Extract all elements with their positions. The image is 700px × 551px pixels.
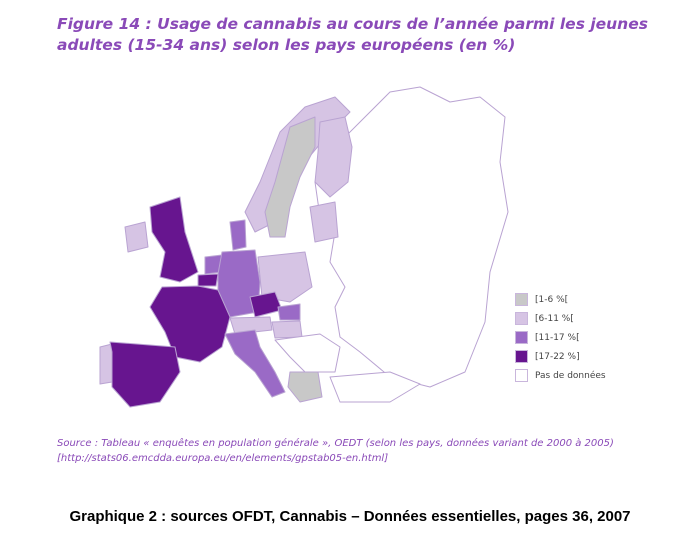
legend-label: [6-11 %[ bbox=[535, 313, 574, 324]
legend-label: [1-6 %[ bbox=[535, 294, 569, 305]
legend-swatch bbox=[515, 293, 528, 306]
map-germany bbox=[217, 249, 261, 318]
legend-item: [17-22 %] bbox=[515, 347, 606, 366]
map-austria bbox=[229, 316, 273, 335]
map-belgium bbox=[197, 273, 219, 287]
map-turkey bbox=[329, 371, 421, 403]
figure-caption: Graphique 2 : sources OFDT, Cannabis – D… bbox=[69, 508, 631, 525]
map-hungary bbox=[271, 320, 303, 339]
map-greece bbox=[287, 371, 323, 403]
legend-item: [6-11 %[ bbox=[515, 309, 606, 328]
legend-item: [1-6 %[ bbox=[515, 290, 606, 309]
map-uk bbox=[149, 196, 199, 283]
map-poland bbox=[257, 251, 313, 303]
map-finland bbox=[314, 116, 353, 198]
map-legend: [1-6 %[ [6-11 %[ [11-17 %[ [17-22 %] Pas… bbox=[515, 290, 606, 385]
europe-map bbox=[99, 86, 509, 408]
map-france bbox=[149, 285, 231, 363]
legend-label: [17-22 %] bbox=[535, 351, 580, 362]
legend-swatch bbox=[515, 331, 528, 344]
map-ireland bbox=[124, 221, 149, 253]
source-note: Source : Tableau « enquêtes en populatio… bbox=[57, 438, 614, 464]
map-baltics bbox=[309, 201, 339, 243]
map-denmark bbox=[229, 219, 247, 251]
map-spain bbox=[109, 341, 181, 408]
legend-swatch bbox=[515, 350, 528, 363]
map-italy bbox=[224, 329, 286, 398]
legend-swatch bbox=[515, 369, 528, 382]
map-balkans bbox=[274, 333, 341, 373]
legend-label: Pas de données bbox=[535, 370, 606, 381]
legend-label: [11-17 %[ bbox=[535, 332, 580, 343]
legend-swatch bbox=[515, 312, 528, 325]
figure-title: Figure 14 : Usage de cannabis au cours d… bbox=[57, 15, 648, 54]
map-portugal bbox=[99, 343, 113, 385]
legend-item: [11-17 %[ bbox=[515, 328, 606, 347]
legend-item: Pas de données bbox=[515, 366, 606, 385]
map-sweden bbox=[264, 116, 316, 238]
map-slovakia bbox=[277, 303, 301, 321]
